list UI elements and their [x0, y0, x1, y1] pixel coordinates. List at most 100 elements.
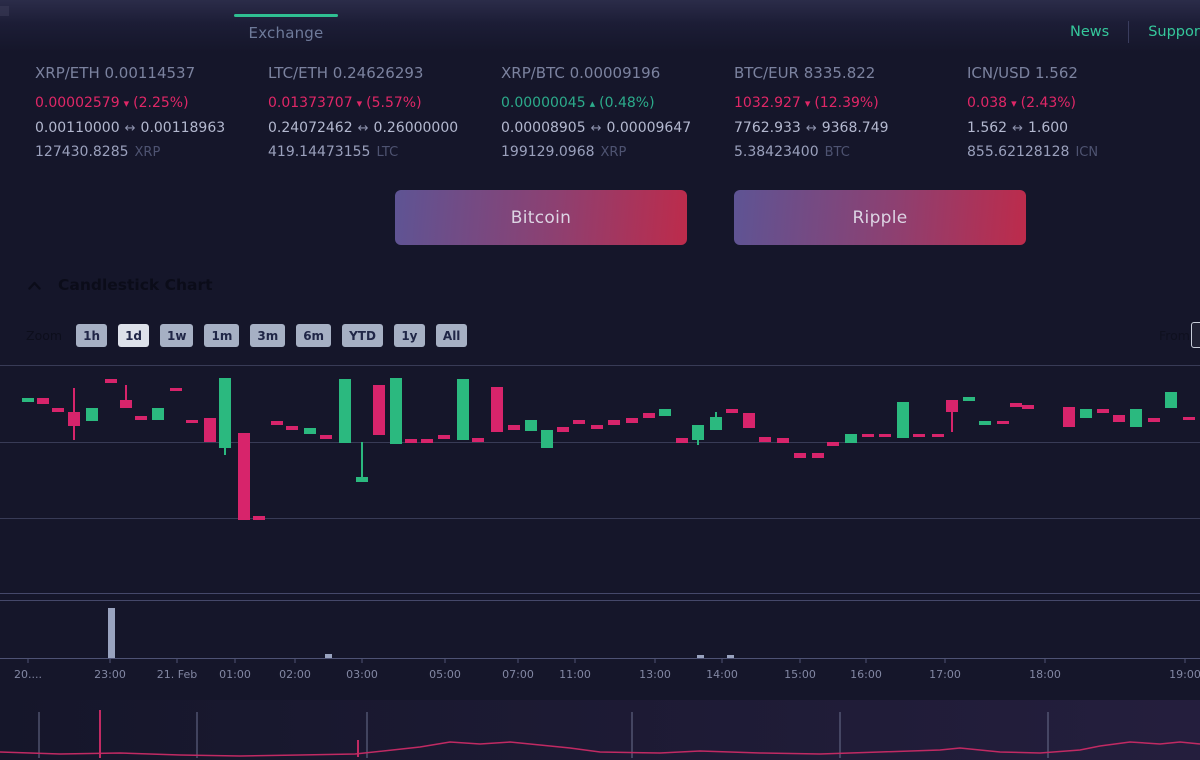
ticker-xrp-btc[interactable]: XRP/BTC 0.00009196 0.00000045 ▴ (0.48%) 0.… [501, 64, 734, 160]
ticker-volume: 199129.0968 XRP [501, 144, 627, 160]
candle [170, 388, 182, 391]
change-arrow-icon: ▾ [1011, 97, 1017, 110]
change-arrow-icon: ▴ [589, 97, 596, 110]
candle [897, 402, 909, 438]
ticker-ltc-eth[interactable]: LTC/ETH 0.24626293 0.01373707 ▾ (5.57%) 0.… [268, 64, 501, 160]
candle [1148, 418, 1160, 422]
top-glow [0, 0, 1200, 52]
volume-bar [727, 655, 734, 658]
zoom-controls: Zoom 1h 1d 1w 1m 3m 6m YTD 1y All [26, 324, 478, 347]
zoom-button-3m[interactable]: 3m [250, 324, 286, 347]
candle [286, 426, 298, 430]
ticker-unit: ICN [1075, 145, 1099, 160]
chevron-up-icon [28, 281, 41, 290]
zoom-button-6m[interactable]: 6m [296, 324, 332, 347]
nav-link-news[interactable]: News [1070, 24, 1110, 40]
zoom-button-1y[interactable]: 1y [393, 324, 425, 347]
bitcoin-button[interactable]: Bitcoin [395, 190, 687, 245]
candle [373, 385, 385, 435]
candle [862, 434, 874, 437]
zoom-button-1d[interactable]: 1d [118, 324, 150, 347]
ticker-change: 0.00002579 ▾ (2.25%) [35, 95, 189, 111]
candle [1113, 415, 1125, 422]
change-arrow-icon: ▾ [356, 97, 363, 110]
candle [304, 428, 316, 434]
zoom-button-all[interactable]: All [435, 324, 468, 347]
zoom-button-ytd[interactable]: YTD [342, 324, 383, 347]
ticker-btc-eur[interactable]: BTC/EUR 8335.822 1032.927 ▾ (12.39%) 7762.… [734, 64, 967, 160]
tab-exchange[interactable]: Exchange [234, 0, 338, 42]
ticker-range: 0.24072462 ↔ 0.26000000 [268, 120, 459, 136]
candle [1022, 405, 1034, 409]
zoom-button-1h[interactable]: 1h [76, 324, 108, 347]
candle [472, 438, 484, 442]
candle [643, 413, 655, 418]
nav-divider [1128, 21, 1130, 43]
x-axis-label: 17:00 [929, 668, 961, 681]
candle [86, 408, 98, 421]
candle [457, 379, 469, 440]
ticker-strip: XRP/ETH 0.00114537 0.00002579 ▾ (2.25%) 0.… [35, 64, 1200, 160]
ripple-button[interactable]: Ripple [734, 190, 1026, 245]
navigator-tint [0, 700, 1200, 760]
ticker-volume: 419.14473155 LTC [268, 144, 399, 160]
candle [573, 420, 585, 424]
ticker-xrp-eth[interactable]: XRP/ETH 0.00114537 0.00002579 ▾ (2.25%) 0.… [35, 64, 268, 160]
ticker-pair: XRP/BTC 0.00009196 [501, 64, 661, 82]
candle [913, 434, 925, 437]
x-axis-label: 13:00 [639, 668, 671, 681]
x-axis-label: 18:00 [1029, 668, 1061, 681]
candle [710, 412, 722, 430]
volume-bar [108, 608, 115, 658]
range-arrow-icon: ↔ [1012, 121, 1023, 136]
candle [777, 438, 789, 443]
candle [525, 420, 537, 431]
ticker-icn-usd[interactable]: ICN/USD 1.562 0.038 ▾ (2.43%) 1.562 ↔ 1.600 … [967, 64, 1200, 160]
nav-link-support[interactable]: Support [1148, 24, 1200, 40]
candle [320, 435, 332, 439]
candle [356, 442, 368, 482]
x-axis-label: 23:00 [94, 668, 126, 681]
candle [845, 434, 857, 443]
candle [204, 418, 216, 442]
candle [1097, 409, 1109, 413]
range-arrow-icon: ↔ [805, 121, 817, 136]
candle [390, 378, 402, 444]
chart-section-header: Candlestick Chart [26, 276, 213, 294]
candle [626, 418, 638, 423]
nav-links: News Support [1070, 21, 1200, 43]
candle [1010, 403, 1022, 407]
x-axis-label: 15:00 [784, 668, 816, 681]
candle [52, 408, 64, 412]
zoom-button-1m[interactable]: 1m [204, 324, 240, 347]
ticker-change: 0.038 ▾ (2.43%) [967, 95, 1077, 111]
candle [37, 398, 49, 404]
ticker-pair: LTC/ETH 0.24626293 [268, 64, 424, 82]
candle [591, 425, 603, 429]
candle [676, 438, 688, 443]
ticker-unit: XRP [600, 145, 627, 160]
range-arrow-icon: ↔ [357, 121, 369, 136]
candle [879, 434, 891, 437]
ticker-unit: BTC [824, 145, 850, 160]
volume-bar [697, 655, 704, 658]
volume-bar [325, 654, 332, 658]
candle [659, 409, 671, 416]
ticker-range: 0.00008905 ↔ 0.00009647 [501, 120, 692, 136]
candle [186, 420, 198, 423]
x-axis-label: 01:00 [219, 668, 251, 681]
x-axis-label: 07:00 [502, 668, 534, 681]
zoom-button-1w[interactable]: 1w [160, 324, 194, 347]
candle [1080, 409, 1092, 418]
collapse-section-button[interactable] [26, 279, 43, 292]
x-axis-label: 03:00 [346, 668, 378, 681]
candle [1063, 407, 1075, 427]
ticker-volume: 127430.8285 XRP [35, 144, 161, 160]
from-date-input[interactable] [1191, 322, 1200, 348]
candle [135, 416, 147, 420]
candle [827, 442, 839, 446]
zoom-label: Zoom [26, 328, 63, 343]
candlestick-chart[interactable]: 20.... 23:00 21. Feb 01:00 02:00 03:00 05:00 07… [0, 355, 1200, 760]
market-buttons: Bitcoin Ripple [395, 190, 1026, 245]
